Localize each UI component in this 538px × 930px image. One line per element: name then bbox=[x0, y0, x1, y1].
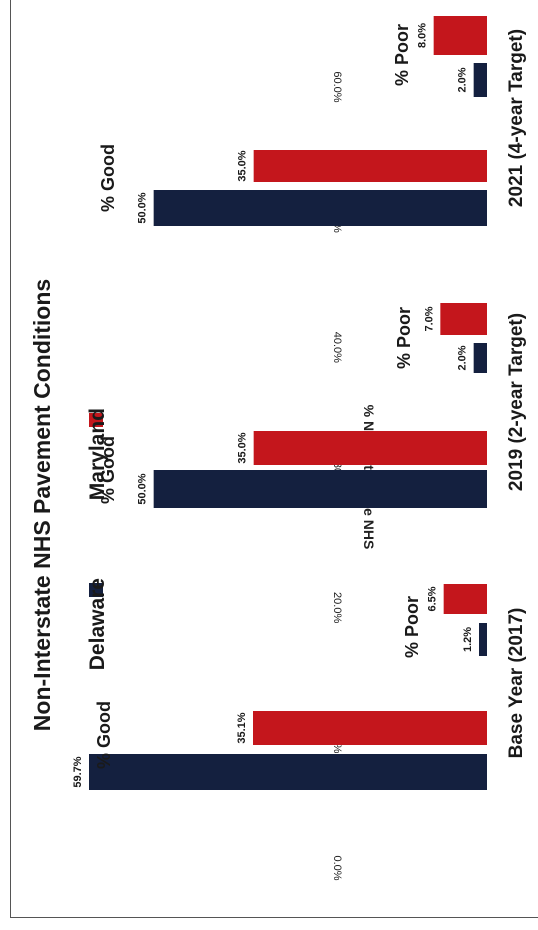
data-label: 8.0% bbox=[417, 23, 429, 48]
chart-title: Non-Interstate NHS Pavement Conditions bbox=[29, 279, 55, 731]
legend-label-maryland: Maryland bbox=[86, 408, 109, 500]
data-label: 35.0% bbox=[237, 432, 249, 463]
bar-2019-2-year-target--poor-delaware bbox=[473, 343, 487, 373]
bar-base-year-2017--good-delaware bbox=[89, 754, 487, 790]
metric-annotation: % Poor bbox=[394, 307, 414, 369]
category-label: Base Year (2017) bbox=[506, 608, 527, 759]
metric-annotation: % Good bbox=[98, 144, 118, 212]
metric-annotation: % Poor bbox=[392, 24, 412, 86]
bar-base-year-2017--poor-delaware bbox=[479, 623, 487, 656]
data-label: 2.0% bbox=[457, 67, 469, 92]
chart-frame bbox=[10, 0, 538, 918]
legend-swatch-maryland bbox=[89, 413, 103, 427]
data-label: 1.2% bbox=[462, 627, 474, 652]
tick-label: 0.0% bbox=[331, 855, 343, 880]
data-label: 35.0% bbox=[237, 150, 249, 181]
bar-2021-4-year-target--poor-delaware bbox=[473, 63, 487, 97]
bar-base-year-2017--poor-maryland bbox=[443, 584, 487, 614]
bar-2021-4-year-target--poor-maryland bbox=[433, 16, 487, 55]
bar-2021-4-year-target--good-delaware bbox=[153, 190, 487, 226]
data-label: 2.0% bbox=[457, 345, 469, 370]
metric-annotation: % Good bbox=[94, 701, 114, 769]
category-label: 2021 (4-year Target) bbox=[506, 29, 527, 207]
legend-label-delaware: Delaware bbox=[86, 578, 109, 670]
data-label: 7.0% bbox=[423, 306, 435, 331]
data-label: 50.0% bbox=[137, 192, 149, 223]
bar-2019-2-year-target--good-delaware bbox=[153, 470, 487, 508]
data-label: 6.5% bbox=[427, 586, 439, 611]
metric-annotation: % Good bbox=[98, 436, 118, 504]
tick-label: 40.0% bbox=[331, 332, 343, 363]
bar-2019-2-year-target--good-maryland bbox=[253, 431, 487, 465]
data-label: 35.1% bbox=[236, 712, 248, 743]
metric-annotation: % Poor bbox=[402, 596, 422, 658]
legend-swatch-delaware bbox=[89, 583, 103, 597]
bar-base-year-2017--good-maryland bbox=[253, 711, 487, 745]
category-label: 2019 (2-year Target) bbox=[506, 313, 527, 491]
tick-label: 20.0% bbox=[331, 592, 343, 623]
bar-2019-2-year-target--poor-maryland bbox=[440, 303, 487, 335]
tick-label: 60.0% bbox=[331, 71, 343, 102]
data-label: 50.0% bbox=[137, 473, 149, 504]
data-label: 59.7% bbox=[72, 756, 84, 787]
bar-2021-4-year-target--good-maryland bbox=[253, 150, 487, 182]
